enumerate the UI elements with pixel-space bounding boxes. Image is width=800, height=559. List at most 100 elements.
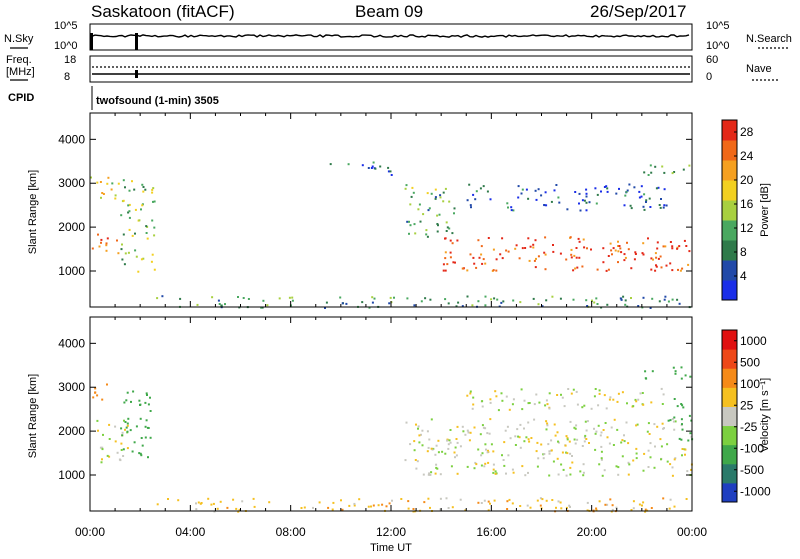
power-cell bbox=[570, 248, 573, 251]
vel-cell bbox=[445, 497, 448, 500]
vel-cell bbox=[627, 461, 630, 464]
vel-cell bbox=[590, 407, 593, 410]
colorbar-tick-label: 4 bbox=[740, 269, 747, 283]
colorbar-segment bbox=[722, 160, 737, 181]
power-cell bbox=[484, 262, 487, 265]
power-cell bbox=[627, 248, 630, 251]
power-cell bbox=[528, 259, 531, 262]
power-cell bbox=[585, 209, 588, 212]
power-cell bbox=[660, 198, 662, 200]
vel-cell bbox=[518, 436, 521, 439]
vel-cell bbox=[649, 456, 652, 459]
power-cell bbox=[602, 247, 605, 250]
power-cell bbox=[446, 263, 449, 266]
power-cell bbox=[492, 269, 495, 272]
power-cell bbox=[105, 242, 108, 245]
power-cell bbox=[341, 302, 344, 305]
power-cell bbox=[151, 191, 154, 194]
nave-top-tick: 60 bbox=[706, 54, 718, 66]
power-cell bbox=[527, 197, 530, 200]
nsky-top-tick: 10^5 bbox=[54, 20, 78, 32]
power-cell bbox=[618, 245, 621, 247]
velocity-ylabel: Slant Range [km] bbox=[27, 374, 39, 458]
power-cell bbox=[445, 221, 448, 224]
vel-cell bbox=[441, 450, 444, 453]
vel-cell bbox=[545, 499, 548, 502]
power-cell bbox=[654, 252, 657, 255]
power-cell bbox=[579, 209, 582, 212]
power-cell bbox=[665, 264, 668, 267]
power-cell bbox=[452, 261, 455, 264]
power-cell bbox=[137, 270, 140, 273]
colorbar-segment bbox=[722, 260, 737, 281]
vel-cell bbox=[650, 507, 653, 509]
power-cell bbox=[424, 297, 427, 300]
power-cell bbox=[128, 228, 131, 231]
vel-cell bbox=[611, 504, 614, 507]
vel-cell bbox=[660, 458, 662, 461]
nsky-gap-marker bbox=[90, 33, 93, 50]
vel-cell bbox=[430, 447, 433, 450]
power-cell bbox=[218, 303, 221, 305]
power-cell bbox=[596, 268, 599, 271]
vel-cell bbox=[603, 394, 606, 397]
vel-cell bbox=[533, 418, 536, 421]
vel-cell bbox=[449, 429, 452, 431]
power-cell bbox=[652, 258, 654, 261]
colorbar-segment bbox=[722, 220, 737, 241]
power-cell bbox=[550, 200, 553, 203]
vel-cell bbox=[560, 393, 562, 396]
power-cell bbox=[128, 203, 131, 206]
power-cell bbox=[141, 183, 144, 186]
vel-cell bbox=[555, 506, 557, 509]
power-colorbar-label: Power [dB] bbox=[759, 183, 771, 237]
vel-cell bbox=[367, 505, 370, 508]
power-cell bbox=[434, 196, 437, 199]
vel-cell bbox=[539, 497, 542, 500]
vel-cell bbox=[126, 391, 129, 394]
vel-cell bbox=[615, 465, 618, 468]
vel-cell bbox=[684, 453, 686, 456]
vel-cell bbox=[421, 444, 424, 447]
power-cell bbox=[288, 296, 291, 299]
vel-cell bbox=[132, 390, 135, 393]
vel-cell bbox=[506, 425, 509, 428]
power-cell bbox=[633, 186, 636, 189]
vel-cell bbox=[439, 508, 442, 511]
power-cell bbox=[585, 195, 588, 198]
vel-cell bbox=[586, 509, 589, 512]
power-cell bbox=[655, 187, 658, 190]
ytick-label: 3000 bbox=[58, 380, 85, 394]
ytick-label: 4000 bbox=[58, 336, 85, 350]
vel-cell bbox=[628, 463, 631, 466]
vel-cell bbox=[437, 451, 440, 454]
power-cell bbox=[620, 251, 623, 254]
power-cell bbox=[570, 253, 573, 256]
power-ylabel: Slant Range [km] bbox=[27, 170, 39, 254]
power-cell bbox=[135, 255, 138, 258]
vel-cell bbox=[505, 472, 507, 475]
power-cell bbox=[676, 246, 679, 249]
vel-cell bbox=[689, 432, 692, 435]
vel-cell bbox=[523, 427, 525, 430]
vel-cell bbox=[127, 417, 130, 420]
colorbar-segment bbox=[722, 140, 737, 161]
vel-cell bbox=[138, 452, 141, 455]
power-cell bbox=[114, 194, 117, 197]
power-cell bbox=[347, 163, 350, 166]
vel-cell bbox=[114, 440, 117, 443]
power-cell bbox=[633, 258, 636, 261]
power-cell bbox=[655, 264, 657, 267]
power-cell bbox=[479, 187, 482, 190]
vel-cell bbox=[212, 502, 215, 505]
vel-cell bbox=[552, 460, 555, 463]
power-cell bbox=[486, 190, 489, 193]
vel-cell bbox=[638, 503, 641, 506]
vel-cell bbox=[464, 433, 467, 436]
power-cell bbox=[544, 236, 547, 239]
power-cell bbox=[630, 207, 633, 210]
vel-cell bbox=[681, 423, 683, 426]
vel-cell bbox=[541, 498, 544, 501]
power-cell bbox=[261, 306, 264, 309]
power-cell bbox=[619, 297, 622, 300]
